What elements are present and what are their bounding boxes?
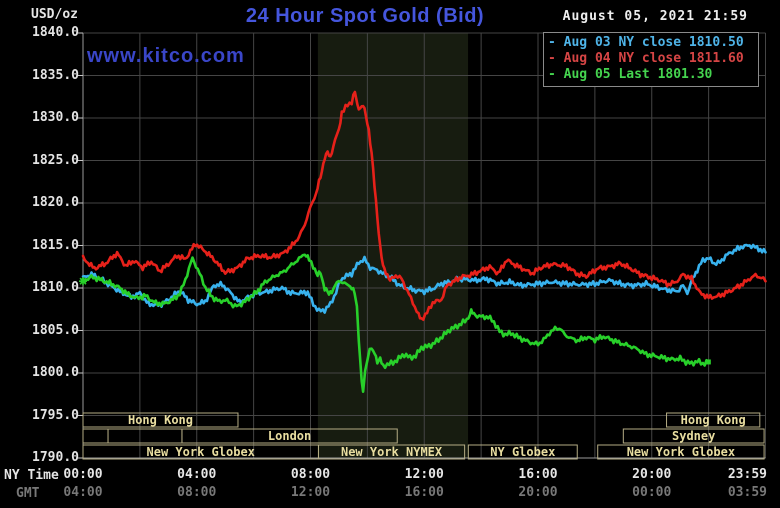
session-label-new-york-globex: New York Globex [626, 445, 736, 459]
legend-label: Aug 03 NY close 1810.50 [563, 35, 744, 50]
session-label-ny-globex: NY Globex [490, 445, 556, 459]
y-tick-label: 1790.0 [32, 450, 79, 465]
gmt-axis-label: GMT [16, 486, 40, 501]
session-box [107, 428, 183, 444]
y-tick-label: 1830.0 [32, 110, 79, 125]
x-tick-ny: 04:00 [177, 467, 217, 482]
series-start-marker [79, 277, 87, 286]
session-box [82, 428, 109, 444]
x-tick-gmt: 20:00 [518, 485, 558, 500]
x-tick-gmt: 04:00 [63, 485, 103, 500]
y-tick-label: 1825.0 [32, 152, 79, 168]
session-label-new-york-globex: New York Globex [146, 445, 255, 459]
x-tick-gmt: 03:59 [727, 485, 767, 500]
y-tick-label: 1820.0 [32, 195, 79, 210]
x-tick-gmt: 12:00 [290, 485, 331, 500]
y-tick-label: 1815.0 [32, 237, 79, 253]
x-tick-gmt: 08:00 [177, 485, 217, 500]
legend-row: - Aug 03 NY close 1810.50 [548, 35, 758, 51]
session-box-hong-kong [666, 412, 761, 428]
price-series-aug-05 [81, 253, 710, 394]
legend-row: - Aug 05 Last 1801.30 [548, 67, 758, 83]
x-tick-ny: 12:00 [404, 467, 444, 482]
kitco-watermark-link[interactable]: www.kitco.com [87, 45, 245, 67]
session-label-new-york-nymex: New York NYMEX [340, 445, 443, 459]
y-tick-label: 1805.0 [32, 322, 79, 338]
legend-label: Aug 05 Last 1801.30 [563, 67, 713, 82]
legend-color-swatch: - [548, 67, 564, 82]
y-tick-label: 1840.0 [32, 25, 79, 40]
session-box-ny-globex [467, 444, 578, 460]
series-end-marker [705, 359, 711, 365]
x-tick-gmt: 00:00 [632, 485, 672, 500]
session-label-hong-kong: Hong Kong [127, 413, 193, 427]
session-box-new-york-nymex [317, 444, 466, 460]
x-tick-ny: 23:59 [727, 467, 767, 482]
price-series-aug-03 [81, 243, 767, 314]
page-title: 24 Hour Spot Gold (Bid) [245, 5, 485, 27]
y-tick-label: 1795.0 [32, 407, 79, 423]
y-axis-unit-label: USD/oz [31, 7, 78, 22]
legend-label: Aug 04 NY close 1811.60 [563, 51, 744, 66]
legend-color-swatch: - [548, 51, 564, 66]
chart-datetime: August 05, 2021 21:59 [562, 9, 748, 24]
legend-row: - Aug 04 NY close 1811.60 [548, 51, 758, 67]
y-tick-label: 1800.0 [32, 365, 79, 380]
session-label-london: London [267, 429, 312, 443]
x-tick-ny: 20:00 [632, 467, 672, 482]
session-label-sydney: Sydney [672, 429, 716, 443]
x-tick-ny: 00:00 [63, 467, 103, 482]
x-tick-gmt: 16:00 [404, 485, 444, 500]
x-tick-ny: 16:00 [518, 467, 558, 482]
session-box-sydney [622, 428, 765, 444]
y-tick-label: 1810.0 [32, 280, 79, 295]
session-box-new-york-globex [597, 444, 765, 460]
x-tick-ny: 08:00 [290, 467, 331, 482]
price-series-aug-04 [81, 90, 767, 322]
y-tick-label: 1835.0 [32, 67, 79, 83]
ny-time-axis-label: NY Time [4, 468, 59, 483]
legend-box: - Aug 03 NY close 1810.50- Aug 04 NY clo… [543, 32, 759, 87]
session-box-london [181, 428, 398, 444]
legend-color-swatch: - [548, 35, 564, 50]
session-label-hong-kong: Hong Kong [680, 413, 746, 427]
session-box-hong-kong [82, 412, 239, 428]
